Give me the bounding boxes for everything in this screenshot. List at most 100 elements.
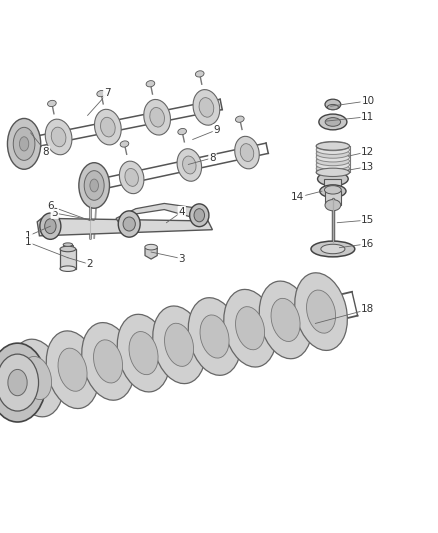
Ellipse shape (63, 243, 73, 246)
Ellipse shape (316, 152, 350, 162)
Ellipse shape (321, 244, 345, 254)
Text: 12: 12 (361, 147, 374, 157)
Ellipse shape (97, 91, 106, 96)
Ellipse shape (0, 343, 46, 422)
Ellipse shape (236, 116, 244, 122)
Text: 16: 16 (361, 239, 374, 249)
Text: 1: 1 (25, 237, 32, 247)
Ellipse shape (325, 118, 341, 126)
Ellipse shape (144, 100, 170, 135)
Text: 13: 13 (361, 161, 374, 172)
Ellipse shape (200, 315, 229, 358)
Ellipse shape (240, 143, 254, 161)
Ellipse shape (236, 306, 265, 350)
Ellipse shape (327, 104, 339, 110)
Bar (325, 191, 341, 205)
Ellipse shape (316, 141, 350, 151)
Text: 8: 8 (42, 147, 49, 157)
Ellipse shape (60, 246, 76, 252)
Text: 4: 4 (178, 207, 185, 217)
Ellipse shape (129, 332, 158, 375)
Text: 6: 6 (47, 201, 54, 211)
Ellipse shape (235, 136, 259, 169)
Ellipse shape (165, 323, 194, 366)
Ellipse shape (178, 128, 187, 135)
Ellipse shape (118, 211, 140, 237)
Ellipse shape (316, 164, 350, 173)
Ellipse shape (46, 331, 99, 408)
Ellipse shape (318, 172, 348, 186)
Ellipse shape (58, 348, 87, 391)
Ellipse shape (177, 149, 201, 181)
Ellipse shape (11, 339, 64, 417)
Ellipse shape (100, 117, 115, 137)
Ellipse shape (316, 145, 350, 155)
Ellipse shape (60, 266, 76, 271)
Ellipse shape (320, 185, 346, 197)
Ellipse shape (188, 298, 241, 375)
Polygon shape (37, 219, 212, 236)
Ellipse shape (295, 273, 347, 350)
Text: 11: 11 (361, 112, 374, 122)
Ellipse shape (193, 90, 220, 125)
Ellipse shape (153, 306, 205, 384)
Ellipse shape (145, 244, 157, 250)
Ellipse shape (146, 80, 155, 87)
Text: 18: 18 (361, 304, 374, 314)
Ellipse shape (13, 127, 35, 160)
Polygon shape (145, 245, 157, 259)
Text: 7: 7 (104, 88, 111, 99)
Ellipse shape (117, 314, 170, 392)
Ellipse shape (194, 209, 205, 222)
Ellipse shape (271, 298, 300, 342)
Ellipse shape (307, 290, 336, 333)
Ellipse shape (311, 241, 355, 257)
Ellipse shape (95, 109, 121, 145)
Ellipse shape (90, 179, 99, 192)
Ellipse shape (316, 168, 350, 176)
Ellipse shape (316, 156, 350, 166)
Ellipse shape (123, 217, 135, 231)
Ellipse shape (319, 114, 347, 130)
Ellipse shape (19, 137, 29, 151)
Text: 9: 9 (213, 125, 220, 135)
Ellipse shape (183, 156, 196, 174)
Ellipse shape (120, 161, 144, 193)
Ellipse shape (82, 322, 134, 400)
Ellipse shape (0, 354, 39, 411)
Text: 8: 8 (209, 153, 216, 163)
Ellipse shape (316, 160, 350, 169)
Ellipse shape (8, 369, 27, 395)
Bar (63, 245, 73, 249)
Bar (325, 179, 341, 190)
Text: 5: 5 (51, 208, 58, 218)
Ellipse shape (84, 171, 104, 200)
Ellipse shape (150, 108, 165, 127)
Text: 14: 14 (291, 192, 304, 203)
Ellipse shape (7, 118, 41, 169)
Ellipse shape (190, 204, 209, 227)
Ellipse shape (224, 289, 276, 367)
Bar (60, 249, 76, 269)
Ellipse shape (316, 149, 350, 158)
Ellipse shape (45, 119, 72, 155)
Text: 1: 1 (25, 231, 32, 241)
Ellipse shape (79, 163, 110, 208)
Polygon shape (116, 204, 208, 222)
Ellipse shape (48, 100, 56, 107)
Ellipse shape (40, 213, 61, 239)
Text: 2: 2 (86, 260, 93, 269)
Ellipse shape (325, 99, 341, 110)
Ellipse shape (94, 340, 123, 383)
Ellipse shape (316, 142, 350, 150)
Ellipse shape (316, 168, 350, 177)
Text: 15: 15 (361, 215, 374, 225)
Text: 3: 3 (178, 254, 185, 264)
Ellipse shape (325, 199, 341, 211)
Ellipse shape (199, 98, 214, 117)
Ellipse shape (125, 168, 138, 187)
Ellipse shape (120, 141, 129, 147)
Ellipse shape (195, 71, 204, 77)
Ellipse shape (51, 127, 66, 147)
Ellipse shape (259, 281, 312, 359)
